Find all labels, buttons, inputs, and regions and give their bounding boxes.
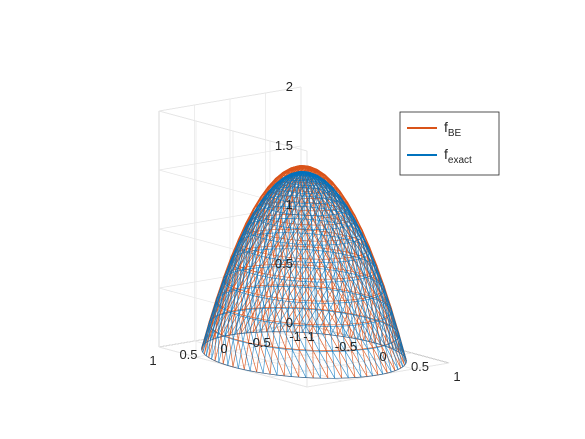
surface-diagonals [201,308,407,379]
surface-f-exact [201,170,407,379]
legend-box [399,111,500,176]
grid-line-z-right [158,228,308,270]
x-tick-label: -0.5 [248,335,270,350]
y-tick-label: 0 [379,349,386,364]
x-tick-label: -1 [289,329,301,344]
grid-line-z-left [158,86,302,112]
x-tick-label: 1 [149,353,156,368]
grid-line-y-floor [195,332,339,358]
legend-label-f-exact: fexact [444,146,472,166]
grid-line-z-left [158,204,302,230]
x-tick-label: 0 [220,341,227,356]
surface-diagonals [208,286,400,352]
y-tick-label: 1 [453,369,460,384]
surface-diagonals [215,266,393,327]
grid-line-y-floor [232,342,376,368]
legend-label-f-be: fBE [444,119,462,139]
legend: fBE fexact [399,111,500,176]
grid-line-z-right [158,169,308,211]
x-tick-label: 0.5 [179,347,197,362]
surfaces [201,164,407,379]
surface-diagonals [245,205,363,246]
z-tick-label: 2 [286,79,293,94]
tick-labels: 0 0.5 1 1.5 2 -1 -0.5 0 0.5 1 -1 -0.5 0 0.5 1 [149,79,460,384]
grid-line-z-left [158,145,302,171]
y-tick-label: 0.5 [411,359,429,374]
z-tick-label: 0 [286,315,293,330]
z-tick-label: 1 [286,197,293,212]
y-tick-label: -1 [303,329,315,344]
y-tick-label: -0.5 [335,339,357,354]
z-tick-label: 0.5 [275,256,293,271]
z-tick-label: 1.5 [275,138,293,153]
grid-line-z-right [158,110,308,152]
